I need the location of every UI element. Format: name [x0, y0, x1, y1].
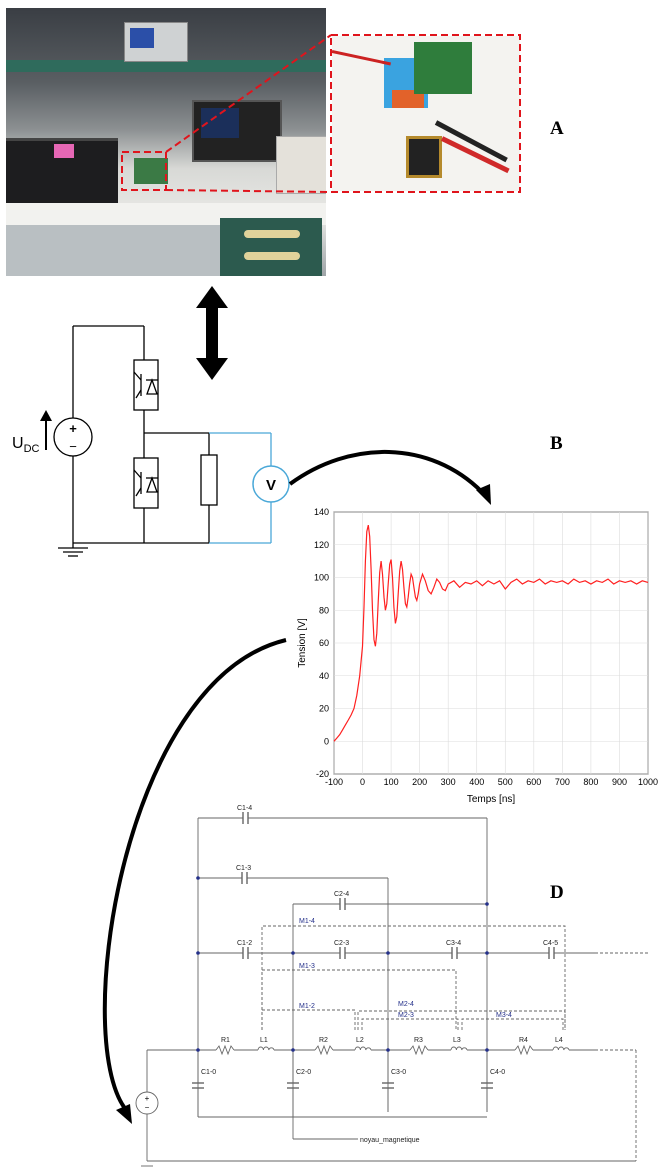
- label-r1: R1: [221, 1037, 230, 1044]
- curved-arrow-to-chart: [288, 450, 484, 494]
- x-tick-label: 800: [583, 777, 598, 787]
- x-tick-label: 100: [384, 777, 399, 787]
- label-m1-3: M1-3: [299, 963, 315, 970]
- label-r3: R3: [414, 1037, 423, 1044]
- y-tick-label: 140: [314, 507, 329, 517]
- voltage-series-line: [333, 524, 649, 742]
- y-tick-label: 20: [319, 704, 329, 714]
- panel-letter-b: B: [550, 433, 563, 454]
- label-m2-3: M2-3: [398, 1012, 414, 1019]
- label-m2-4: M2-4: [398, 1001, 414, 1008]
- inductor-l3: [450, 1046, 468, 1051]
- half-bridge-circuit: + − UDC: [12, 286, 491, 557]
- y-axis-label: Tension [V]: [297, 618, 308, 668]
- load-resistor: [200, 454, 218, 506]
- chart-ticks: -100 0 100 200 300 400 500 600 700 800 900 1000 -20 0…: [314, 507, 658, 787]
- curved-arrow-to-model: [102, 638, 287, 1114]
- panel-letter-d: D: [550, 882, 564, 903]
- x-tick-label: 0: [360, 777, 365, 787]
- label-m1-4: M1-4: [299, 918, 315, 925]
- curved-arrow-to-chart-head: [476, 484, 491, 505]
- label-c1-0: C1-0: [201, 1069, 216, 1076]
- label-m1-2: M1-2: [299, 1003, 315, 1010]
- resistor-r1: [215, 1044, 235, 1056]
- zoom-source-frame: [121, 151, 167, 191]
- x-tick-label: 300: [441, 777, 456, 787]
- inductor-l1: [257, 1046, 275, 1051]
- zoom-callout: [121, 34, 521, 193]
- x-tick-label: 900: [612, 777, 627, 787]
- label-l1: L1: [260, 1037, 268, 1044]
- converter-board-zoom-photo: [332, 36, 520, 191]
- x-tick-label: 600: [526, 777, 541, 787]
- label-l4: L4: [555, 1037, 563, 1044]
- label-c4-5: C4-5: [543, 940, 558, 947]
- inductor-l2: [354, 1046, 372, 1051]
- y-tick-label: 80: [319, 605, 329, 615]
- resistor-r3: [409, 1044, 429, 1056]
- label-c4-0: C4-0: [490, 1069, 505, 1076]
- upper-switch: [133, 359, 159, 411]
- x-tick-label: 1000: [638, 777, 658, 787]
- dc-source-plus: +: [69, 421, 77, 436]
- lower-switch: [133, 457, 159, 509]
- dc-source-minus: −: [69, 439, 77, 454]
- pulse-source-minus: −: [145, 1103, 150, 1112]
- label-c1-2: C1-2: [237, 940, 252, 947]
- curved-arrow-to-model-head: [116, 1104, 132, 1124]
- x-tick-label: 500: [498, 777, 513, 787]
- label-core: noyau_magnetique: [360, 1137, 420, 1144]
- label-c1-3: C1-3: [236, 865, 251, 872]
- label-l2: L2: [356, 1037, 364, 1044]
- x-tick-label: 400: [469, 777, 484, 787]
- chart-grid: [333, 511, 649, 775]
- udc-label: UDC: [12, 435, 40, 455]
- label-c3-4: C3-4: [446, 940, 461, 947]
- y-tick-label: 60: [319, 638, 329, 648]
- resistor-r4: [514, 1044, 534, 1056]
- label-l3: L3: [453, 1037, 461, 1044]
- label-c3-0: C3-0: [391, 1069, 406, 1076]
- label-c2-3: C2-3: [334, 940, 349, 947]
- double-arrow-icon: [196, 286, 228, 380]
- y-tick-label: 40: [319, 671, 329, 681]
- voltmeter: V: [252, 465, 290, 503]
- label-c2-4: C2-4: [334, 891, 349, 898]
- y-tick-label: 0: [324, 736, 329, 746]
- pulse-source: + −: [135, 1091, 159, 1115]
- x-tick-label: 700: [555, 777, 570, 787]
- voltmeter-label: V: [266, 477, 276, 494]
- x-tick-label: -100: [325, 777, 343, 787]
- y-tick-label: 120: [314, 540, 329, 550]
- resistor-r2: [314, 1044, 334, 1056]
- label-r2: R2: [319, 1037, 328, 1044]
- inductor-l4: [552, 1046, 570, 1051]
- y-tick-label: 100: [314, 573, 329, 583]
- x-axis-label: Temps [ns]: [467, 794, 516, 805]
- label-r4: R4: [519, 1037, 528, 1044]
- zoom-target-frame: [330, 34, 521, 193]
- label-c1-4: C1-4: [237, 805, 252, 812]
- dc-source: + − UDC: [12, 410, 93, 457]
- zoom-link-top: [165, 34, 332, 153]
- pulse-source-plus: +: [145, 1094, 150, 1103]
- zoom-link-bottom: [165, 189, 332, 193]
- x-tick-label: 200: [412, 777, 427, 787]
- label-m3-4: M3-4: [496, 1012, 512, 1019]
- y-tick-label: -20: [316, 769, 329, 779]
- panel-letter-a: A: [550, 118, 564, 139]
- label-c2-0: C2-0: [296, 1069, 311, 1076]
